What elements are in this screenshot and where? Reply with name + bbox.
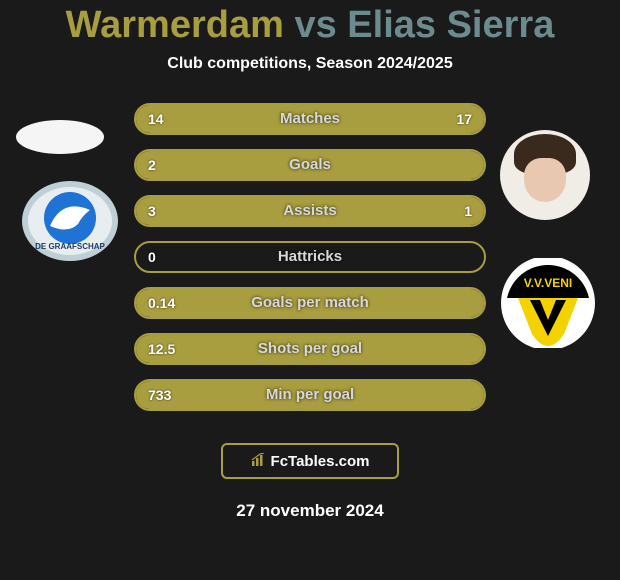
stat-value-left: 2 [148, 151, 156, 179]
stat-value-left: 0 [148, 243, 156, 271]
site-name: FcTables.com [271, 453, 370, 470]
svg-text:DE GRAAFSCHAP: DE GRAAFSCHAP [35, 242, 105, 251]
stat-label: Assists [283, 197, 336, 225]
stat-label: Matches [280, 105, 340, 133]
page-title: Warmerdam vs Elias Sierra [0, 4, 620, 47]
player1-club-badge: DE GRAAFSCHAP [20, 178, 120, 264]
stat-value-right: 1 [464, 197, 472, 225]
stat-value-left: 733 [148, 381, 171, 409]
chart-icon [251, 453, 267, 470]
site-badge: FcTables.com [221, 443, 399, 479]
subtitle: Club competitions, Season 2024/2025 [0, 55, 620, 73]
stat-row: 14 17 Matches [134, 103, 486, 135]
stat-label: Min per goal [266, 381, 354, 409]
stat-value-right: 17 [456, 105, 472, 133]
player2-name: Elias Sierra [347, 4, 554, 46]
stat-row: 0 Hattricks [134, 241, 486, 273]
stats-list: 14 17 Matches 2 Goals 3 1 Assists 0 Hattricks 0.14… [134, 103, 486, 411]
comparison-card: Warmerdam vs Elias Sierra Club competiti… [0, 0, 620, 580]
stat-label: Shots per goal [258, 335, 362, 363]
stat-label: Hattricks [278, 243, 342, 271]
stat-value-left: 0.14 [148, 289, 175, 317]
player1-avatar [16, 120, 104, 154]
stat-row: 3 1 Assists [134, 195, 486, 227]
svg-text:V.V.VENI: V.V.VENI [524, 276, 572, 290]
stat-label: Goals per match [251, 289, 369, 317]
stat-row: 0.14 Goals per match [134, 287, 486, 319]
stat-label: Goals [289, 151, 331, 179]
stat-row: 2 Goals [134, 149, 486, 181]
stat-value-left: 14 [148, 105, 164, 133]
stat-bar-left [136, 197, 397, 225]
player1-name: Warmerdam [66, 4, 284, 46]
stat-row: 12.5 Shots per goal [134, 333, 486, 365]
vs-text: vs [294, 4, 336, 46]
stat-row: 733 Min per goal [134, 379, 486, 411]
footer-date: 27 november 2024 [0, 501, 620, 521]
stat-value-left: 3 [148, 197, 156, 225]
player2-club-badge: V.V.VENI [498, 258, 598, 348]
player2-avatar [500, 130, 590, 220]
stat-value-left: 12.5 [148, 335, 175, 363]
